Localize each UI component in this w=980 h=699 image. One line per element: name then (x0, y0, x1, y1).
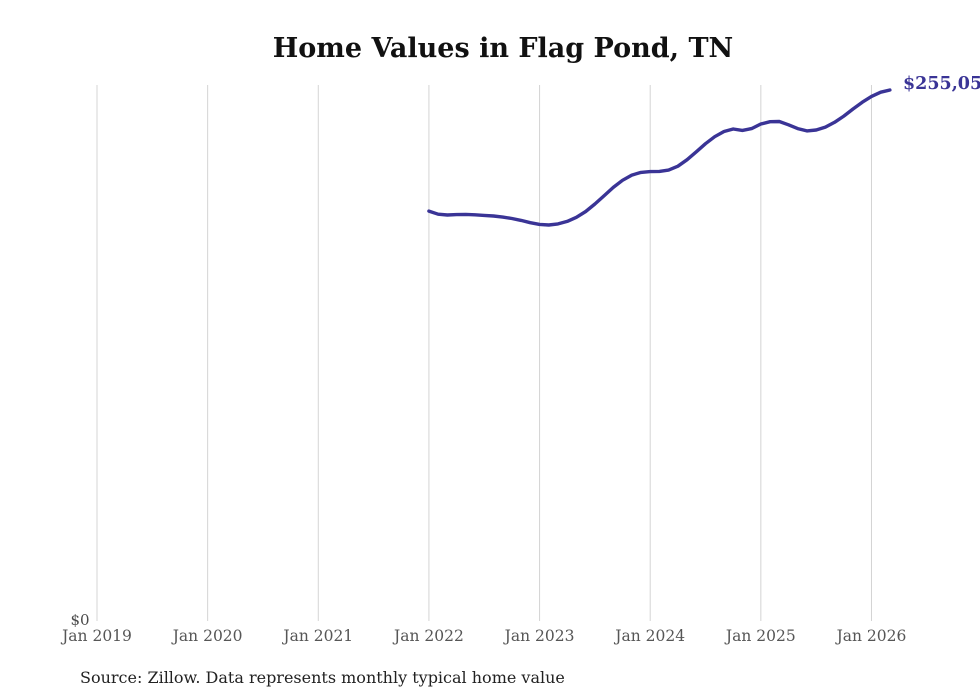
x-tick-label: Jan 2020 (172, 627, 243, 645)
x-tick-label: Jan 2024 (615, 627, 686, 645)
y-axis-zero-label: $0 (70, 611, 90, 629)
x-tick-label: Jan 2023 (504, 627, 575, 645)
x-tick-label: Jan 2019 (62, 627, 132, 645)
x-tick-label: Jan 2026 (836, 627, 907, 645)
series-end-value-label: $255,059 (903, 74, 980, 94)
x-tick-label: Jan 2021 (283, 627, 354, 645)
source-note: Source: Zillow. Data represents monthly … (80, 668, 565, 687)
home-value-line (427, 88, 892, 227)
x-tick-label: Jan 2022 (394, 627, 464, 645)
chart-title: Home Values in Flag Pond, TN (272, 33, 734, 64)
x-tick-label: Jan 2025 (725, 627, 796, 645)
